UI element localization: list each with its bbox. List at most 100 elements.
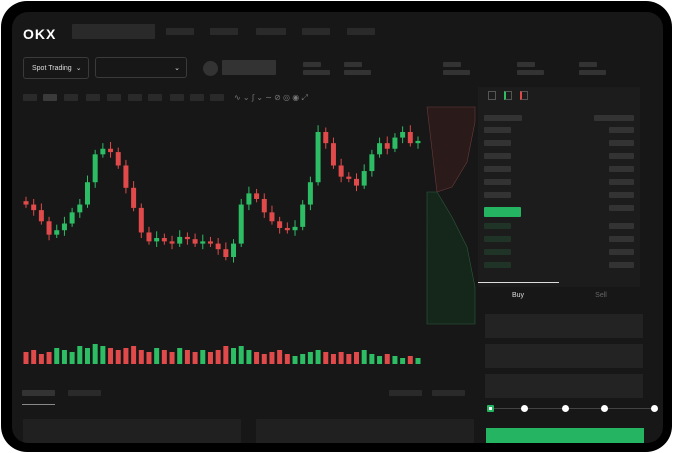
volume-bar [223,346,229,364]
candle-body [115,152,121,166]
price-input[interactable] [485,314,643,338]
candle-body [300,204,306,227]
amount-slider[interactable] [487,405,658,412]
timeframe-button[interactable] [210,94,224,101]
volume-bar [254,352,260,364]
volume-bar [154,348,160,364]
candle-body [361,171,367,186]
volume-bar [346,354,352,364]
volume-bar [177,348,183,364]
candle-body [215,243,221,250]
timeframe-button[interactable] [107,94,121,101]
timeframe-button[interactable] [64,94,78,101]
volume-bar [77,346,83,364]
buy-button[interactable] [486,428,644,443]
volume-bar [169,352,175,364]
chevron-down-icon: ⌄ [174,64,180,72]
timeframe-button[interactable] [43,94,57,101]
candle-body [54,230,60,235]
tab-open-orders[interactable] [22,390,55,396]
bid-size [609,262,634,268]
bid-price [484,262,511,268]
volume-bar [369,354,375,364]
tab-buy[interactable]: Buy [511,292,525,299]
volume-bar [300,354,306,364]
volume-bar [238,346,244,364]
depth-bids [426,191,476,325]
volume-bar [361,350,367,364]
bid-size [609,236,634,242]
amount-input[interactable] [485,344,643,368]
candle-body [292,226,298,231]
volume-bar [192,352,198,364]
timeframe-button[interactable] [190,94,204,101]
volume-bar [31,350,37,364]
tab-sell[interactable]: Sell [595,292,607,299]
volume-bar [231,348,237,364]
candle-body [92,154,98,183]
candle-body [315,132,321,183]
volume-bar [61,350,67,364]
volume-bar [38,354,44,364]
volume-bar [338,352,344,364]
okx-logo[interactable]: OKX [23,26,57,42]
volume-bar [261,354,267,364]
book-bids-icon[interactable] [504,91,512,100]
volume-bar [415,358,421,364]
ask-price [484,153,511,159]
timeframe-button[interactable] [170,94,184,101]
candle-body [231,243,237,257]
volume-bar [84,348,90,364]
volume-bar [246,350,252,364]
volume-bar [146,352,152,364]
volume-bar [200,350,206,364]
timeframe-button[interactable] [148,94,162,101]
spot-trading-dropdown[interactable]: Spot Trading ⌄ [23,57,89,79]
volume-bar [323,352,329,364]
pair-dropdown[interactable]: ⌄ [95,57,187,78]
candle-body [61,223,67,231]
candle-body [330,143,336,166]
volume-bar [100,346,106,364]
candle-body [177,236,183,244]
tab-order-history[interactable] [68,390,101,396]
volume-bar [215,350,221,364]
price-chart[interactable] [12,12,663,443]
nav-item[interactable] [166,28,194,35]
book-both-icon[interactable] [488,91,496,100]
total-input[interactable] [485,374,643,398]
pair-name [222,60,276,75]
bid-size [609,223,634,229]
candle-body [338,165,344,177]
nav-item[interactable] [347,28,375,35]
slider-handle[interactable] [487,405,494,412]
volume-bar [384,354,390,364]
nav-item[interactable] [210,28,238,35]
candle-body [38,210,44,222]
book-asks-icon[interactable] [520,91,528,100]
ask-price [484,192,511,198]
nav-item[interactable] [256,28,286,35]
ask-size [609,192,634,198]
volume-bar [69,352,75,364]
timeframe-button[interactable] [23,94,37,101]
candle-body [246,193,252,205]
timeframe-button[interactable] [86,94,100,101]
book-header [594,115,634,121]
volume-bar [354,352,360,364]
timeframe-button[interactable] [128,94,142,101]
candle-body [369,154,375,172]
candle-body [161,238,167,242]
ask-size [609,205,634,211]
candle-body [69,212,75,224]
book-header [484,115,522,121]
indicator-icon[interactable]: ∿ ⌄ ∫ ⌄ ∼ ⊘ ◎ ◉ ⤢ [234,93,308,102]
candle-body [154,238,160,242]
nav-item[interactable] [302,28,330,35]
volume-bar [330,354,336,364]
ask-size [609,153,634,159]
search-bar[interactable] [72,24,155,39]
ask-price [484,127,511,133]
candle-body [23,201,29,205]
candle-body [223,249,229,257]
